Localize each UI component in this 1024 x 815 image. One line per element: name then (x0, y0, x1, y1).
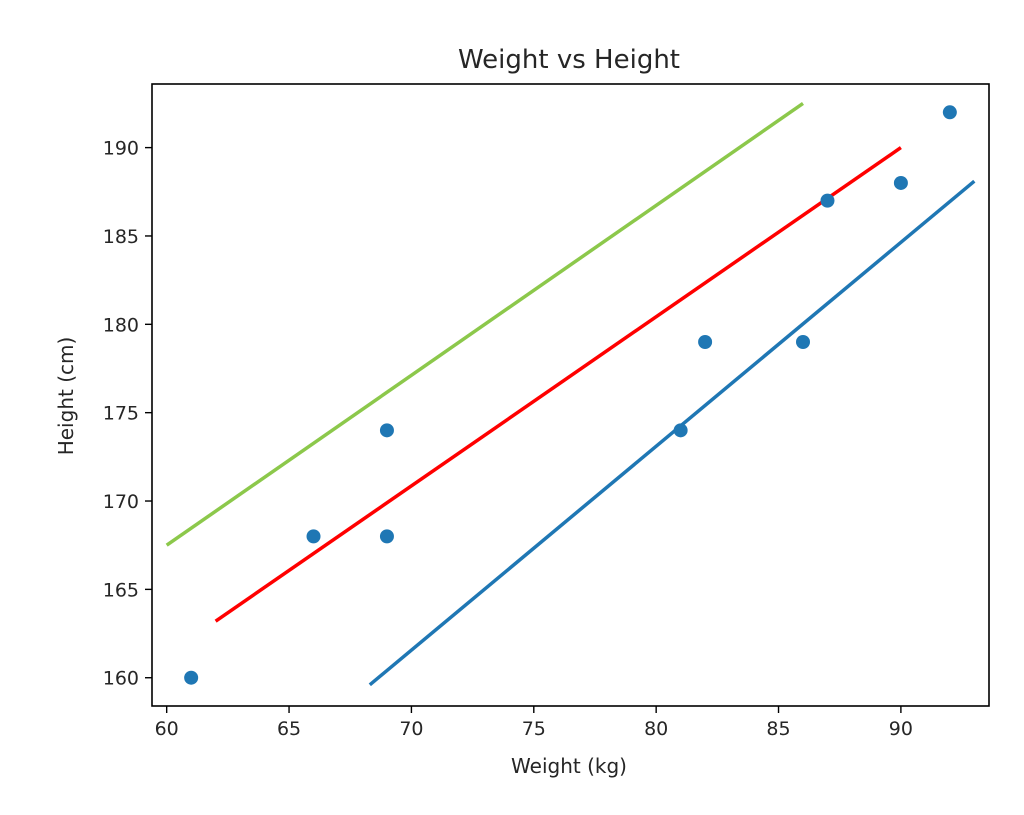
data-point (306, 529, 321, 544)
y-tick-label: 175 (103, 403, 139, 425)
fit-lines (165, 101, 976, 687)
fit-line-2 (214, 146, 902, 623)
data-point (379, 529, 394, 544)
y-tick-label: 190 (103, 138, 139, 160)
fit-line-3 (368, 179, 976, 687)
plot-frame (151, 83, 990, 707)
y-tick-label: 170 (103, 491, 139, 513)
data-point (820, 193, 835, 208)
data-point (942, 105, 957, 120)
x-tick-label: 60 (155, 718, 179, 740)
y-axis-label: Height (cm) (54, 337, 78, 456)
x-tick-label: 85 (766, 718, 790, 740)
data-point (184, 670, 199, 685)
data-point (698, 334, 713, 349)
chart-title: Weight vs Height (458, 45, 680, 75)
data-point (379, 423, 394, 438)
data-point (796, 334, 810, 349)
data-points (184, 105, 957, 685)
y-tick-label: 185 (103, 226, 139, 248)
y-tick-label: 165 (103, 579, 139, 601)
axes: 60 65 70 75 80 85 90 160 165 170 175 180 185 190 (103, 83, 990, 740)
x-tick-label: 80 (644, 718, 668, 740)
x-tick-label: 75 (522, 718, 546, 740)
data-point (673, 423, 688, 438)
x-axis-label: Weight (kg) (511, 754, 627, 778)
x-tick-label: 65 (277, 718, 301, 740)
x-tick-label: 90 (889, 718, 913, 740)
fit-line-1 (165, 101, 804, 547)
y-tick-label: 180 (103, 314, 139, 336)
data-point (893, 175, 908, 190)
x-tick-label: 70 (399, 718, 423, 740)
y-tick-label: 160 (103, 668, 139, 690)
